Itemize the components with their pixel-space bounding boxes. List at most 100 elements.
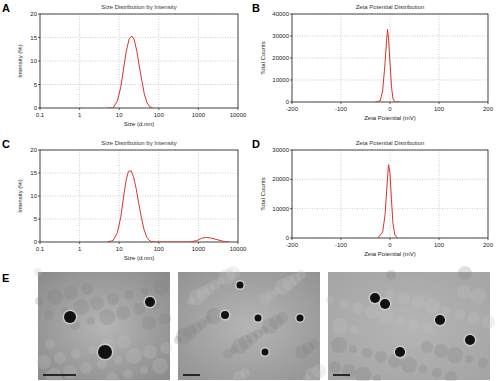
y-axis-label: Total Counts xyxy=(260,177,266,210)
particle xyxy=(145,297,155,307)
grid-line xyxy=(292,208,488,209)
tick-label: 10000 xyxy=(272,206,289,212)
texture xyxy=(331,337,347,353)
tick-label: 5 xyxy=(34,82,38,88)
tick-label: 0.1 xyxy=(36,112,45,118)
texture xyxy=(352,302,364,314)
tick-label: 100 xyxy=(434,106,445,112)
texture xyxy=(159,313,171,325)
texture xyxy=(124,290,134,300)
panel-label: A xyxy=(2,2,10,14)
y-axis-label: Total Counts xyxy=(260,41,266,74)
particle xyxy=(255,315,262,322)
tick-label: 10000 xyxy=(230,246,247,252)
panel-label: E xyxy=(2,272,9,284)
texture xyxy=(365,305,379,319)
texture xyxy=(442,306,450,314)
particle-halo xyxy=(260,347,270,357)
particle-halo xyxy=(434,314,447,327)
texture xyxy=(143,345,157,359)
texture xyxy=(342,364,356,378)
texture xyxy=(465,355,473,363)
texture xyxy=(226,266,240,280)
data-line xyxy=(107,171,229,242)
texture xyxy=(240,368,250,378)
texture xyxy=(152,358,168,374)
tick-label: 15 xyxy=(30,35,37,41)
particle-halo xyxy=(253,313,263,323)
texture xyxy=(47,289,63,305)
tick-label: 1 xyxy=(78,246,82,252)
particle xyxy=(395,347,405,357)
tick-label: 10000 xyxy=(230,112,247,118)
particle xyxy=(435,315,445,325)
particle-halo xyxy=(394,346,407,359)
texture xyxy=(71,349,81,359)
texture xyxy=(419,365,427,373)
title: Zeta Potential Distribution xyxy=(356,140,425,146)
grid-line xyxy=(79,14,80,108)
tick-label: 20 xyxy=(30,11,37,17)
data-group xyxy=(375,29,400,102)
texture xyxy=(445,371,457,381)
particle-halo xyxy=(63,310,78,325)
texture xyxy=(339,299,349,309)
tick-label: 0 xyxy=(286,99,290,105)
texture xyxy=(88,346,96,354)
tick-label: 0 xyxy=(34,239,38,245)
x-axis-label: Zeta Potential (mV) xyxy=(364,251,416,257)
tem-image xyxy=(34,268,172,381)
grid-line xyxy=(79,150,80,242)
texture xyxy=(37,355,51,369)
texture xyxy=(80,362,92,374)
y-axis-label: Intensity (%) xyxy=(17,179,23,212)
particle xyxy=(262,349,269,356)
data-group xyxy=(378,165,398,238)
tem-background xyxy=(178,272,320,380)
tick-label: 0 xyxy=(34,105,38,111)
tick-label: 10 xyxy=(116,246,123,252)
texture xyxy=(106,372,118,381)
tick-label: 10 xyxy=(116,112,123,118)
chart: CSize Distribution by Intensity0.1110100… xyxy=(2,138,247,261)
tick-label: 20000 xyxy=(272,55,289,61)
texture xyxy=(133,303,145,315)
grid-line xyxy=(40,219,238,220)
texture xyxy=(375,351,387,363)
texture xyxy=(81,283,93,295)
texture xyxy=(457,285,471,299)
data-group xyxy=(107,171,229,242)
data-line xyxy=(375,29,400,102)
tick-label: 20000 xyxy=(272,176,289,182)
tick-label: 0 xyxy=(286,235,290,241)
panel-label: D xyxy=(252,138,260,150)
texture xyxy=(45,339,55,349)
texture xyxy=(114,356,122,364)
tick-label: 0 xyxy=(388,106,392,112)
texture xyxy=(411,295,425,309)
texture xyxy=(63,365,77,379)
tick-label: 0 xyxy=(388,242,392,248)
grid-line xyxy=(40,196,238,197)
texture xyxy=(432,368,442,378)
texture xyxy=(409,319,419,329)
tick-label: 100 xyxy=(154,112,165,118)
grid-line xyxy=(40,37,238,38)
particle-halo xyxy=(220,310,231,321)
texture xyxy=(99,309,115,325)
tick-label: 1000 xyxy=(192,112,206,118)
texture xyxy=(153,279,169,295)
scale-bar xyxy=(183,374,200,376)
particle-halo xyxy=(379,298,392,311)
texture xyxy=(386,270,396,280)
tick-label: 30000 xyxy=(272,33,289,39)
texture xyxy=(54,352,66,364)
tick-label: 200 xyxy=(483,242,494,248)
particle xyxy=(98,345,112,359)
particle xyxy=(237,282,244,289)
tick-label: 10 xyxy=(30,58,37,64)
texture xyxy=(458,266,472,280)
texture xyxy=(401,357,417,373)
particle-halo xyxy=(97,344,114,361)
particle xyxy=(370,293,380,303)
